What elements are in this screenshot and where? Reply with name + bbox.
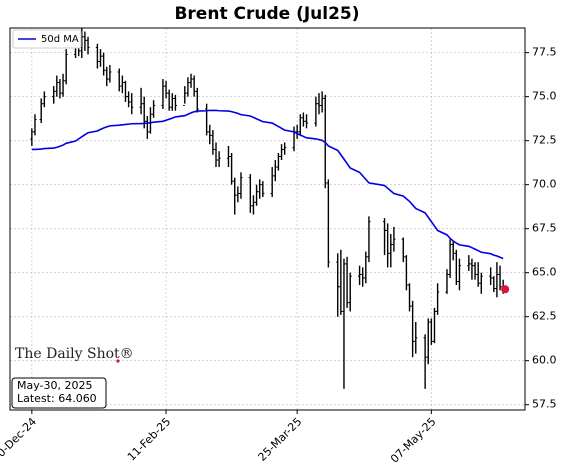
plot-frame <box>9 27 526 411</box>
x-tick-label: 07-May-25 <box>388 415 439 466</box>
chart-title: Brent Crude (Jul25) <box>174 4 359 24</box>
y-tick-label: 72.5 <box>532 134 557 147</box>
watermark-dot <box>116 359 120 363</box>
y-tick-label: 70.0 <box>532 178 557 191</box>
y-tick-label: 57.5 <box>532 398 557 411</box>
y-tick-label: 77.5 <box>532 46 557 59</box>
legend: 50d MA <box>12 29 82 49</box>
y-tick-label: 62.5 <box>532 310 557 323</box>
legend-label: 50d MA <box>41 34 79 45</box>
info-text: Latest: 64.060 <box>17 392 97 405</box>
last-marker <box>501 285 510 294</box>
y-tick-label: 60.0 <box>532 354 557 367</box>
info-text: May-30, 2025 <box>17 379 93 392</box>
y-tick-label: 67.5 <box>532 222 557 235</box>
x-tick-label: 30-Dec-24 <box>0 415 39 465</box>
info-box <box>11 377 107 409</box>
y-tick-label: 75.0 <box>532 90 557 103</box>
ma-line <box>31 109 504 260</box>
legend-box <box>12 29 82 49</box>
x-tick-label: 25-Mar-25 <box>256 415 305 464</box>
watermark: The Daily Shot® <box>15 346 134 362</box>
x-tick-label: 11-Feb-25 <box>125 415 173 463</box>
y-tick-label: 65.0 <box>532 266 557 279</box>
